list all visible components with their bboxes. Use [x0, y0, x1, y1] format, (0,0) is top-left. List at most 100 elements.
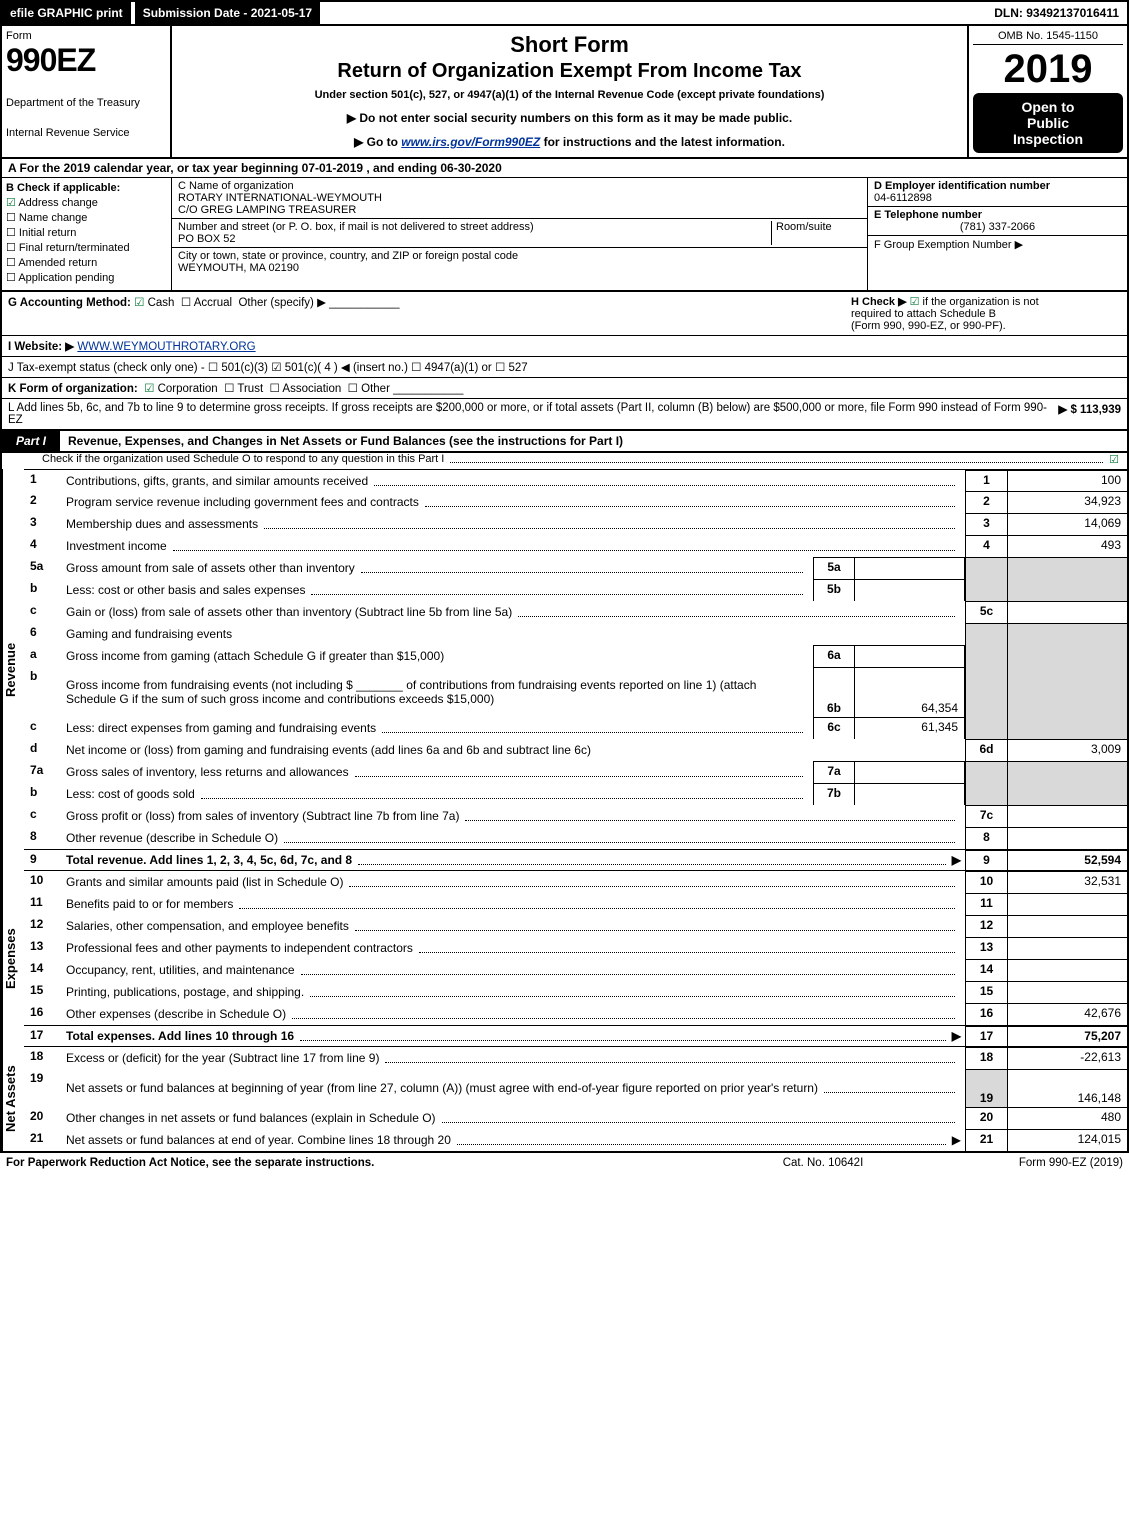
line-6b-col — [965, 667, 1007, 717]
line-5b-desc: Less: cost or other basis and sales expe… — [66, 583, 305, 597]
part-1-subtitle: Check if the organization used Schedule … — [42, 453, 444, 466]
line-1-desc: Contributions, gifts, grants, and simila… — [66, 474, 368, 488]
side-label-net-assets: Net Assets — [2, 1047, 24, 1151]
line-7b-val — [1007, 783, 1127, 805]
form-number: 990EZ — [6, 42, 166, 79]
efile-print-label[interactable]: efile GRAPHIC print — [2, 2, 131, 24]
g-cash-checkbox[interactable]: Cash — [134, 297, 174, 309]
tax-year: 2019 — [973, 49, 1123, 89]
department-line-1: Department of the Treasury — [6, 97, 166, 109]
line-21-desc: Net assets or fund balances at end of ye… — [66, 1133, 451, 1147]
g-label: G Accounting Method: — [8, 297, 131, 309]
line-19-col: 19 — [965, 1069, 1007, 1107]
footer-catalog: Cat. No. 10642I — [723, 1157, 923, 1169]
line-21-col: 21 — [965, 1129, 1007, 1151]
line-7a-desc: Gross sales of inventory, less returns a… — [66, 765, 349, 779]
line-6b-num: b — [24, 667, 62, 717]
l-gross-receipts-line: L Add lines 5b, 6c, and 7b to line 9 to … — [0, 399, 1129, 430]
line-5b-val — [1007, 579, 1127, 601]
goto-post: for instructions and the latest informat… — [544, 135, 785, 149]
telephone-label: E Telephone number — [874, 209, 1121, 221]
inspection-line-1: Open to — [977, 99, 1119, 115]
line-6d-desc: Net income or (loss) from gaming and fun… — [66, 743, 591, 757]
city-value: WEYMOUTH, MA 02190 — [178, 262, 861, 274]
section-b-label: B Check if applicable: — [6, 182, 167, 194]
line-7a-col — [965, 761, 1007, 783]
check-final-return[interactable]: Final return/terminated — [6, 241, 167, 254]
line-6c-subval: 61,345 — [855, 717, 965, 739]
check-name-change[interactable]: Name change — [6, 211, 167, 224]
under-section: Under section 501(c), 527, or 4947(a)(1)… — [178, 89, 961, 101]
org-name-2: C/O GREG LAMPING TREASURER — [178, 204, 861, 216]
footer-left: For Paperwork Reduction Act Notice, see … — [6, 1157, 723, 1169]
line-13-num: 13 — [24, 937, 62, 959]
line-8-val — [1007, 827, 1127, 849]
line-2-desc: Program service revenue including govern… — [66, 495, 419, 509]
check-address-change[interactable]: Address change — [6, 196, 167, 209]
k-corporation-checkbox[interactable]: Corporation — [144, 383, 218, 395]
line-16-col: 16 — [965, 1003, 1007, 1025]
line-8-col: 8 — [965, 827, 1007, 849]
line-17-desc: Total expenses. Add lines 10 through 16 — [66, 1029, 294, 1043]
line-7b-desc: Less: cost of goods sold — [66, 787, 195, 801]
group-exemption-label: F Group Exemption Number ▶ — [874, 238, 1121, 251]
line-3-col: 3 — [965, 513, 1007, 535]
line-3-val: 14,069 — [1007, 513, 1127, 535]
line-19-num: 19 — [24, 1069, 62, 1107]
h-checkbox[interactable] — [910, 296, 923, 308]
k-association-checkbox[interactable]: Association — [270, 383, 342, 395]
g-accrual-checkbox[interactable]: Accrual — [181, 297, 232, 309]
line-16-val: 42,676 — [1007, 1003, 1127, 1025]
line-7b-num: b — [24, 783, 62, 805]
line-1-col: 1 — [965, 470, 1007, 491]
schedule-o-checkbox[interactable] — [1109, 453, 1119, 466]
line-7a-subval — [855, 761, 965, 783]
street-label: Number and street (or P. O. box, if mail… — [178, 221, 771, 233]
return-title: Return of Organization Exempt From Incom… — [178, 60, 961, 83]
line-18-col: 18 — [965, 1047, 1007, 1069]
k-trust-checkbox[interactable]: Trust — [224, 383, 263, 395]
line-7a-val — [1007, 761, 1127, 783]
check-amended-return[interactable]: Amended return — [6, 256, 167, 269]
check-initial-return[interactable]: Initial return — [6, 226, 167, 239]
goto-link[interactable]: www.irs.gov/Form990EZ — [401, 135, 540, 149]
check-application-pending[interactable]: Application pending — [6, 271, 167, 284]
line-12-val — [1007, 915, 1127, 937]
website-link[interactable]: WWW.WEYMOUTHROTARY.ORG — [77, 341, 255, 353]
line-6d-num: d — [24, 739, 62, 761]
line-2-val: 34,923 — [1007, 491, 1127, 513]
line-6b-subcol: 6b — [813, 667, 855, 717]
page-footer: For Paperwork Reduction Act Notice, see … — [0, 1153, 1129, 1173]
line-12-col: 12 — [965, 915, 1007, 937]
header-center: Short Form Return of Organization Exempt… — [172, 26, 967, 157]
line-6a-num: a — [24, 645, 62, 667]
line-5a-subcol: 5a — [813, 557, 855, 579]
inspection-line-3: Inspection — [977, 131, 1119, 147]
line-1-num: 1 — [24, 470, 62, 491]
line-6d-col: 6d — [965, 739, 1007, 761]
k-other-checkbox[interactable]: Other — [348, 383, 390, 395]
part-1-header: Part I Revenue, Expenses, and Changes in… — [0, 430, 1129, 453]
line-13-col: 13 — [965, 937, 1007, 959]
k-label: K Form of organization: — [8, 383, 138, 395]
line-21-num: 21 — [24, 1129, 62, 1151]
line-18-desc: Excess or (deficit) for the year (Subtra… — [66, 1051, 379, 1065]
line-4-desc: Investment income — [66, 539, 167, 553]
line-2-col: 2 — [965, 491, 1007, 513]
line-5a-num: 5a — [24, 557, 62, 579]
line-20-val: 480 — [1007, 1107, 1127, 1129]
j-tax-exempt-line: J Tax-exempt status (check only one) - ☐… — [0, 357, 1129, 378]
line-5b-col — [965, 579, 1007, 601]
line-10-num: 10 — [24, 871, 62, 893]
line-7c-col: 7c — [965, 805, 1007, 827]
line-4-col: 4 — [965, 535, 1007, 557]
line-5b-subval — [855, 579, 965, 601]
line-6c-subcol: 6c — [813, 717, 855, 739]
line-3-desc: Membership dues and assessments — [66, 517, 258, 531]
line-6c-val — [1007, 717, 1127, 739]
line-11-val — [1007, 893, 1127, 915]
line-6a-subval — [855, 645, 965, 667]
ein-value: 04-6112898 — [874, 192, 1121, 204]
line-16-desc: Other expenses (describe in Schedule O) — [66, 1007, 286, 1021]
line-7c-val — [1007, 805, 1127, 827]
